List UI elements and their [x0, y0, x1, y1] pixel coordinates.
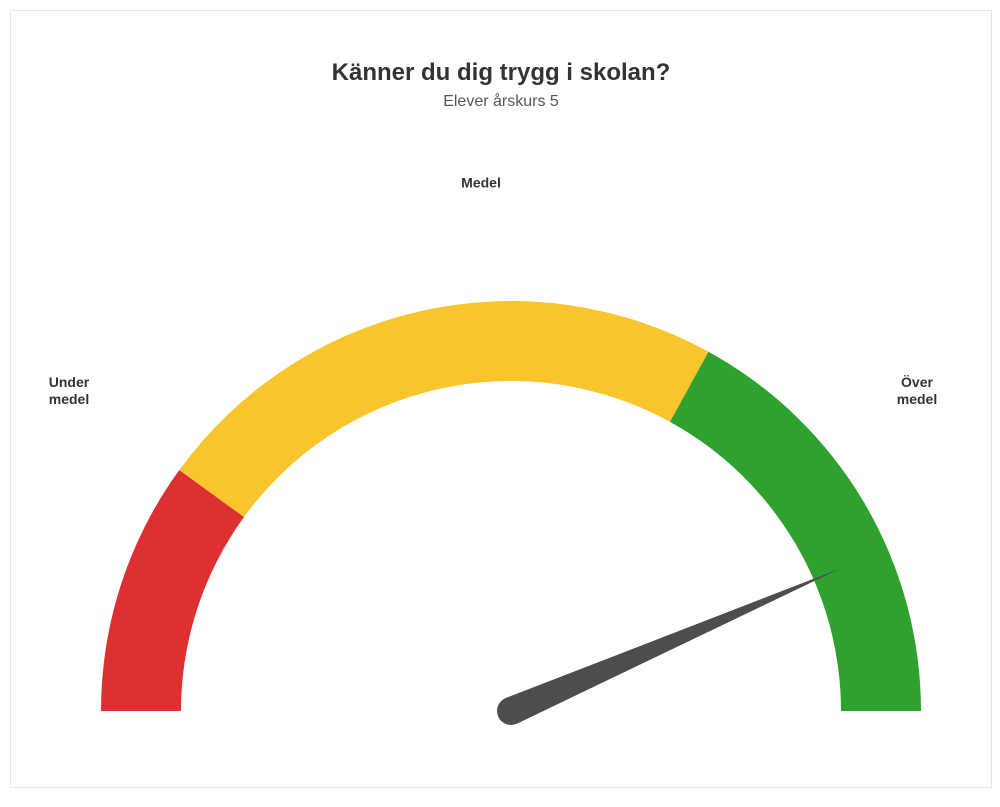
- gauge-needle-hub: [497, 697, 525, 725]
- segment-label-1: Medel: [461, 175, 501, 192]
- chart-panel: Känner du dig trygg i skolan? Elever års…: [10, 10, 992, 788]
- segment-label-0: Under medel: [49, 374, 89, 408]
- gauge-svg: [11, 11, 1000, 807]
- gauge-segment-1: [179, 301, 708, 517]
- gauge-needle: [505, 568, 841, 724]
- gauge-container: Under medel Medel Över medel: [11, 11, 991, 787]
- segment-label-2: Över medel: [897, 374, 937, 408]
- gauge-segment-0: [101, 470, 244, 711]
- gauge-segment-2: [670, 352, 921, 711]
- card: Känner du dig trygg i skolan? Elever års…: [0, 0, 1000, 796]
